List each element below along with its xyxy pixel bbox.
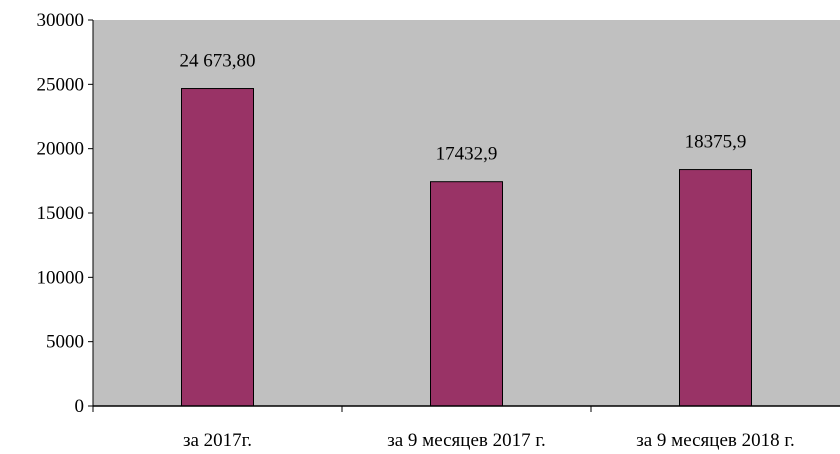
y-tick-label: 0 [75, 396, 85, 417]
y-tick-label: 15000 [37, 203, 85, 224]
y-tick-label: 10000 [37, 267, 85, 288]
category-label: за 2017г. [183, 430, 252, 451]
bar [430, 181, 503, 407]
y-tick-label: 30000 [37, 10, 85, 31]
data-label: 24 673,80 [180, 51, 256, 72]
bar [679, 169, 752, 407]
bar [181, 88, 254, 407]
data-label: 18375,9 [685, 132, 747, 153]
y-tick-label: 5000 [46, 332, 84, 353]
category-label: за 9 месяцев 2017 г. [387, 430, 546, 451]
y-tick-label: 20000 [37, 139, 85, 160]
data-label: 17432,9 [436, 144, 498, 165]
category-label: за 9 месяцев 2018 г. [636, 430, 795, 451]
y-tick-label: 25000 [37, 74, 85, 95]
